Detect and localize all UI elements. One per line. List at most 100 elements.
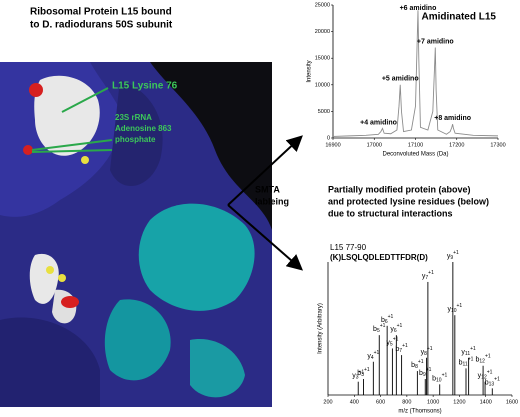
ion-label: y6+1 xyxy=(390,323,402,334)
x-tick-label: 17300 xyxy=(490,142,505,148)
ion-number: 10 xyxy=(451,309,457,315)
ion-label: b5+1 xyxy=(373,323,386,334)
ion-type: b xyxy=(419,370,423,377)
ion-label: y4+1 xyxy=(367,350,379,361)
ion-number: 5 xyxy=(377,328,380,334)
ion-type: b xyxy=(381,317,385,324)
caption: and protected lysine residues (below) xyxy=(328,196,489,206)
ion-charge: +1 xyxy=(364,367,370,373)
y-tick-label: 5000 xyxy=(318,109,330,115)
ion-number: 10 xyxy=(436,378,442,384)
ion-number: 8 xyxy=(415,364,418,370)
x-tick-label: 1400 xyxy=(480,399,492,405)
ion-charge: +1 xyxy=(494,377,500,383)
y-tick-label: 25000 xyxy=(315,2,330,8)
ion-number: 12 xyxy=(481,375,487,381)
ion-type: y xyxy=(422,273,426,280)
ion-label: b10+1 xyxy=(432,373,447,384)
ion-type: y xyxy=(461,349,465,356)
ion-type: b xyxy=(432,375,436,382)
x-tick-label: 17100 xyxy=(408,142,423,148)
ion-number: 6 xyxy=(385,319,388,325)
ion-number: 13 xyxy=(489,382,495,388)
x-axis-title: m/z (Thomsons) xyxy=(398,409,441,415)
figure-title: Ribosomal Protein L15 bound xyxy=(30,7,172,18)
structure-label: L15 Lysine 76 xyxy=(112,81,178,92)
ion-charge: +1 xyxy=(487,370,493,376)
ion-label: b6+1 xyxy=(381,314,394,325)
ion-type: y xyxy=(421,349,425,356)
x-tick-label: 600 xyxy=(376,399,385,405)
ion-type: b xyxy=(357,370,361,377)
ion-label: b9+1 xyxy=(419,367,432,378)
y-tick-label: 15000 xyxy=(315,56,330,62)
ion-label: b13+1 xyxy=(485,377,500,388)
ion-charge: +1 xyxy=(428,270,434,276)
x-tick-label: 16900 xyxy=(325,142,340,148)
ion-charge: +1 xyxy=(393,337,399,343)
ion-label: y12+1 xyxy=(478,370,493,381)
ion-charge: +1 xyxy=(427,346,433,352)
ion-type: y xyxy=(367,353,371,360)
ion-number: 7 xyxy=(425,275,428,281)
x-tick-label: 200 xyxy=(323,399,332,405)
chart-title: L15 77-90 xyxy=(330,243,367,252)
x-tick-label: 17000 xyxy=(367,142,382,148)
ion-label: y7+1 xyxy=(422,270,434,281)
peak-annotation: +5 amidino xyxy=(382,76,419,83)
ion-charge: +1 xyxy=(380,323,386,329)
ion-label: y11+1 xyxy=(461,346,476,357)
ion-charge: +1 xyxy=(453,250,459,256)
y-tick-label: 20000 xyxy=(315,29,330,35)
ion-type: b xyxy=(475,357,479,364)
ion-number: 3 xyxy=(356,375,359,381)
x-tick-label: 1600 xyxy=(506,399,518,405)
x-tick-label: 1200 xyxy=(453,399,465,405)
ion-charge: +1 xyxy=(457,304,463,310)
ion-label: b12+1 xyxy=(475,354,490,365)
ion-label: y10+1 xyxy=(447,304,462,315)
y-axis-title: Intensity xyxy=(307,60,313,82)
ion-label: y8+1 xyxy=(421,346,433,357)
ion-label: y3+1 xyxy=(352,370,364,381)
ion-charge: +1 xyxy=(485,354,491,360)
x-tick-label: 17200 xyxy=(449,142,464,148)
method-label: lableing xyxy=(255,196,289,206)
y-axis-title: Intensity (Arbitrary) xyxy=(318,303,324,354)
x-tick-label: 800 xyxy=(402,399,411,405)
ion-type: y xyxy=(478,373,482,380)
ion-number: 7 xyxy=(399,348,402,354)
ion-label: y9+1 xyxy=(447,250,459,261)
structure-label: phosphate xyxy=(115,135,156,144)
structure-label: Adenosine 863 xyxy=(115,124,172,133)
ion-number: 6 xyxy=(394,328,397,334)
arrows xyxy=(227,135,304,271)
structure-label: 23S rRNA xyxy=(115,113,152,122)
caption: due to structural interactions xyxy=(328,208,453,218)
ion-label: y5+1 xyxy=(386,337,398,348)
ion-number: 8 xyxy=(424,351,427,357)
x-tick-label: 400 xyxy=(350,399,359,405)
ion-charge: +1 xyxy=(418,359,424,365)
method-label: SMTA xyxy=(255,184,280,194)
peak-annotation: +6 amidino xyxy=(400,5,437,12)
ion-type: y xyxy=(447,253,451,260)
ion-charge: +1 xyxy=(470,346,476,352)
ion-charge: +1 xyxy=(426,367,432,373)
ion-type: y xyxy=(447,306,451,313)
chart-title: Amidinated L15 xyxy=(422,12,497,23)
caption: Partially modified protein (above) xyxy=(328,184,471,194)
peak-annotation: +8 amidino xyxy=(434,115,471,122)
x-axis-title: Deconvoluted Mass (Da) xyxy=(382,152,448,158)
ion-number: 11 xyxy=(463,362,468,368)
figure-title: to D. radiodurans 50S subunit xyxy=(30,20,173,31)
ion-label: b3+1 xyxy=(357,367,370,378)
ion-charge: +1 xyxy=(468,357,474,363)
ion-charge: +1 xyxy=(374,350,380,356)
ion-label: b11+1 xyxy=(459,357,474,368)
spectrum-line xyxy=(332,10,499,137)
ion-type: y xyxy=(386,339,390,346)
ion-type: b xyxy=(411,362,415,369)
ion-charge: +1 xyxy=(359,370,365,376)
